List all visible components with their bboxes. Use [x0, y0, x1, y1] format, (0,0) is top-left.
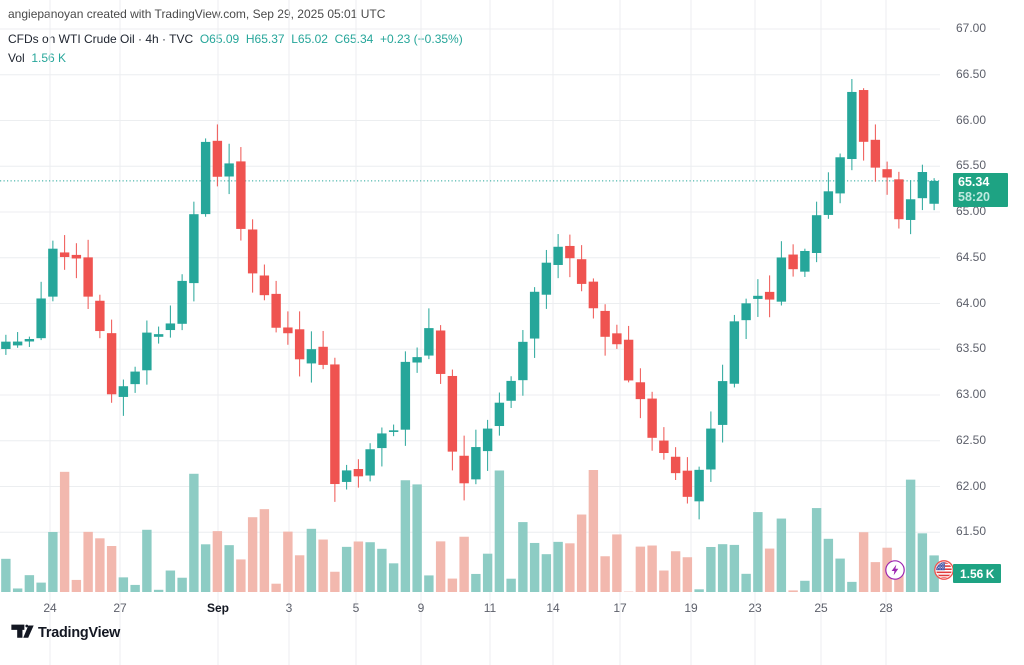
- svg-text:TradingView: TradingView: [38, 625, 121, 641]
